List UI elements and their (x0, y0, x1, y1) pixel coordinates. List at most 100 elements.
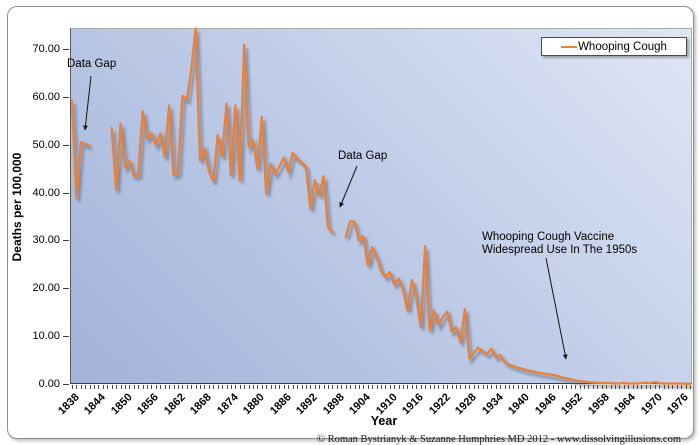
x-tick (367, 385, 369, 389)
x-tick (80, 385, 82, 389)
x-tick (451, 385, 453, 389)
x-tick (500, 385, 502, 389)
x-tick (495, 385, 497, 389)
line-main (70, 27, 692, 385)
x-tick (425, 385, 427, 389)
legend-label: Whooping Cough (578, 40, 667, 53)
plot-area (70, 28, 692, 384)
x-tick (491, 385, 493, 389)
x-tick (301, 385, 303, 389)
y-tick-label: 70.00 (32, 43, 60, 56)
x-tick (637, 385, 639, 389)
x-tick (654, 385, 656, 389)
x-tick (72, 385, 73, 389)
x-tick (628, 385, 630, 389)
x-tick (230, 385, 232, 389)
x-tick (208, 385, 210, 389)
y-tick-label: 0.00 (38, 378, 60, 390)
x-tick (663, 385, 665, 389)
x-tick (416, 385, 418, 389)
x-tick (672, 385, 674, 389)
x-tick (98, 385, 100, 389)
x-tick (553, 385, 555, 389)
annotation-vaccine-line1: Whooping Cough Vaccine (482, 231, 615, 243)
x-tick (341, 385, 343, 389)
y-tick (63, 96, 69, 98)
x-tick (142, 385, 144, 389)
x-tick (566, 385, 568, 389)
x-tick (561, 385, 563, 389)
x-tick (592, 385, 594, 389)
y-tick (63, 49, 69, 51)
x-tick (266, 385, 268, 389)
x-tick (473, 385, 475, 389)
annotation-data-gap-1: Data Gap (67, 58, 117, 70)
x-tick (606, 385, 608, 389)
y-tick-label: 20.00 (32, 282, 60, 295)
x-tick (442, 385, 444, 389)
x-tick (305, 385, 307, 389)
x-tick (456, 385, 458, 389)
y-axis-title: Deaths per 100,000 (10, 152, 24, 262)
x-tick (650, 385, 652, 389)
annotation-data-gap-2: Data Gap (338, 150, 388, 162)
x-tick (358, 385, 360, 389)
y-tick (63, 288, 69, 290)
x-tick (429, 385, 431, 389)
x-tick (173, 385, 175, 389)
x-tick (270, 385, 272, 389)
x-tick (469, 385, 471, 389)
x-tick (411, 385, 413, 389)
x-tick (257, 385, 259, 389)
x-tick (89, 385, 91, 389)
annotation-vaccine-line2: Widespread Use In The 1950s (482, 243, 638, 256)
x-tick (575, 385, 577, 389)
x-tick (310, 385, 312, 389)
y-tick-label: 40.00 (32, 186, 60, 199)
x-tick (420, 385, 422, 389)
y-tick (63, 336, 69, 338)
x-tick (460, 385, 462, 389)
x-tick (557, 385, 559, 389)
x-tick (124, 385, 126, 389)
x-tick (597, 385, 599, 389)
x-tick (509, 385, 510, 389)
x-tick (328, 385, 330, 389)
x-tick (213, 385, 215, 389)
legend: Whooping Cough (541, 37, 687, 56)
y-tick (63, 240, 69, 242)
y-tick-label: 10.00 (32, 330, 60, 343)
x-tick (345, 385, 347, 389)
y-tick (63, 384, 69, 385)
x-tick (690, 385, 691, 389)
x-tick (76, 385, 78, 389)
x-tick (248, 385, 250, 389)
x-tick (138, 385, 140, 389)
x-tick (120, 385, 122, 389)
x-tick-label: 1844 (82, 391, 109, 418)
x-tick (601, 385, 603, 389)
x-tick (398, 385, 400, 389)
annotation-vaccine: Whooping Cough Vaccine Widespread Use In… (482, 231, 637, 256)
x-tick (570, 385, 572, 389)
series-segment (344, 220, 692, 385)
y-tick (63, 192, 69, 194)
x-tick (244, 385, 246, 389)
x-tick (486, 385, 488, 389)
x-tick (667, 385, 669, 389)
series-segment (70, 99, 91, 200)
x-tick (588, 385, 590, 389)
x-tick (297, 385, 299, 389)
x-tick (323, 385, 325, 389)
x-tick (539, 385, 541, 389)
x-tick (685, 385, 687, 389)
chart-frame: 0.00 10.00 20.00 30.00 40.00 50.00 60.00 70.00 … (7, 6, 694, 445)
x-tick (659, 385, 661, 389)
x-tick (482, 385, 484, 389)
x-tick (438, 385, 440, 389)
x-tick (169, 385, 171, 389)
x-tick (147, 385, 149, 389)
x-tick (478, 385, 480, 389)
x-tick (584, 385, 586, 389)
x-tick (464, 385, 466, 389)
